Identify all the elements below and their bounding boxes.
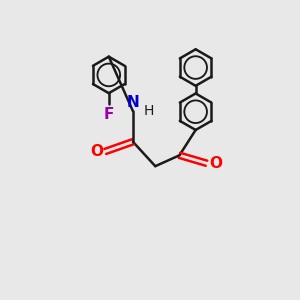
Text: O: O <box>209 156 222 171</box>
Text: O: O <box>90 144 103 159</box>
Text: F: F <box>103 107 114 122</box>
Text: H: H <box>144 104 154 118</box>
Text: N: N <box>127 95 139 110</box>
